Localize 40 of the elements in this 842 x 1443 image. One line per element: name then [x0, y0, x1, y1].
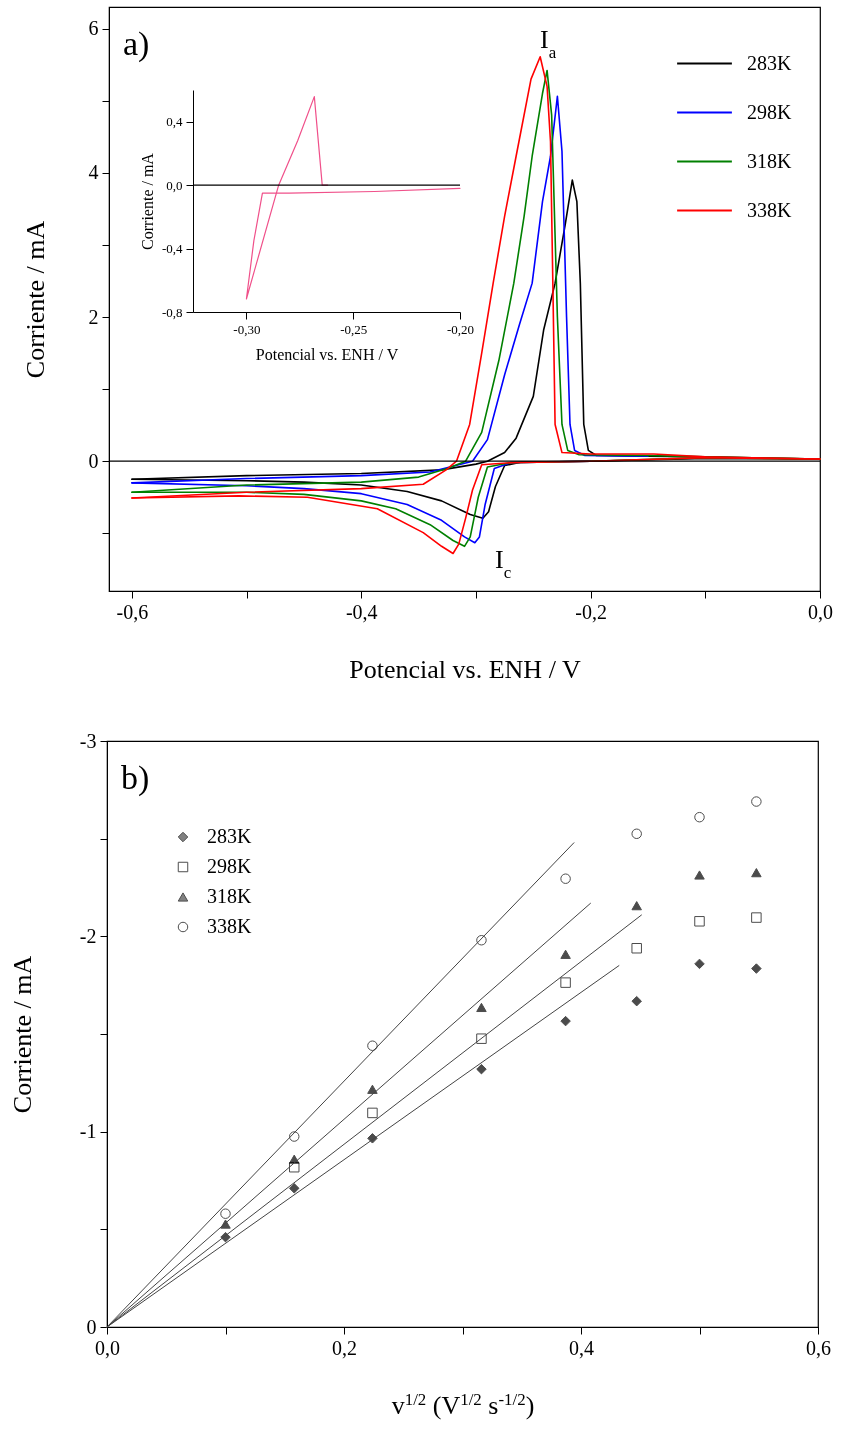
x-tick-label: -0,6 [116, 600, 149, 623]
y-tick-label: -1 [79, 1120, 97, 1143]
y-tick-label: -2 [79, 924, 97, 947]
legend-label: 298K [207, 855, 252, 877]
y-tick-label: 0 [86, 1315, 97, 1338]
annotation: a) [123, 25, 150, 63]
legend-label: 338K [207, 915, 252, 937]
x-tick-label: -0,25 [340, 321, 368, 337]
x-axis-title: Potencial vs. ENH / V [255, 345, 399, 363]
y-tick-label: -0,8 [161, 304, 183, 320]
legend-label: 318K [747, 149, 792, 172]
x-tick-label: -0,30 [233, 321, 261, 337]
x-tick-label: 0,2 [332, 1336, 357, 1359]
x-axis-title: Potencial vs. ENH / V [349, 654, 581, 684]
x-tick-label: 0,4 [569, 1336, 594, 1359]
legend-label: 298K [747, 100, 792, 123]
x-tick-label: -0,20 [446, 321, 475, 337]
x-tick-label: 0,0 [808, 600, 833, 623]
legend-label: 318K [207, 885, 252, 907]
annotation: b) [121, 759, 150, 797]
annotation: I$_{c}$ [495, 545, 512, 582]
y-tick-label: 6 [88, 17, 99, 40]
x-tick-label: 0,6 [806, 1336, 831, 1359]
y-tick-label: 2 [88, 305, 99, 328]
y-tick-label: -3 [79, 729, 97, 752]
y-axis-title: Corriente / mA [20, 220, 50, 379]
y-tick-label: 0,0 [166, 177, 183, 193]
x-tick-label: -0,4 [345, 600, 378, 623]
annotation: I$_{a}$ [540, 25, 557, 62]
x-axis-title: v$^{1/2}$ (V$^{1/2}$ s$^{-1/2}$) [391, 1389, 535, 1420]
legend-label: 338K [747, 198, 792, 221]
legend-label: 283K [747, 51, 792, 74]
y-tick-label: 0,4 [166, 114, 183, 130]
y-axis-title: Corriente / mA [7, 955, 37, 1114]
y-tick-label: -0,4 [161, 241, 183, 257]
legend-label: 283K [207, 825, 252, 847]
y-tick-label: 4 [88, 161, 99, 184]
y-tick-label: 0 [88, 449, 99, 472]
x-tick-label: -0,2 [575, 600, 607, 623]
y-axis-title: Corriente / mA [138, 152, 156, 250]
